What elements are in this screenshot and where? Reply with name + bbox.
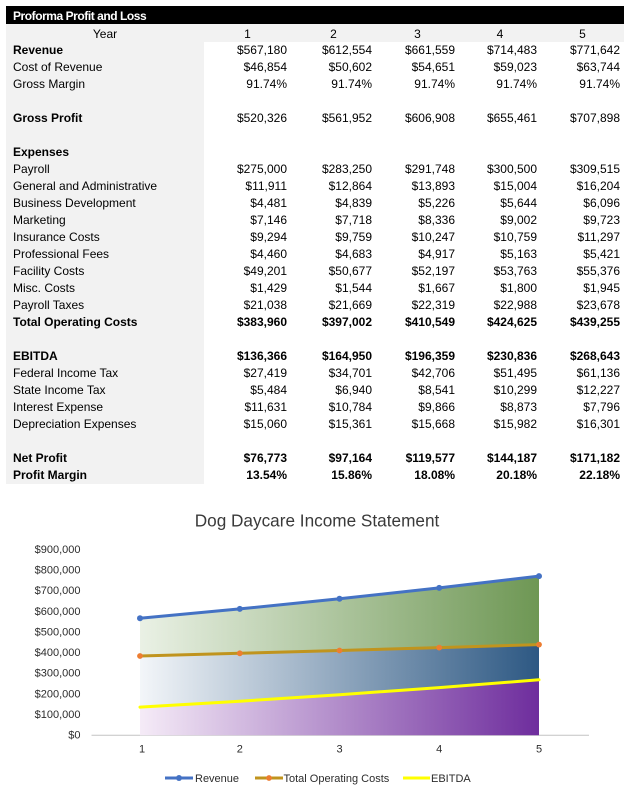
- svg-text:1: 1: [139, 743, 145, 755]
- svg-text:2: 2: [237, 743, 243, 755]
- svg-text:EBITDA: EBITDA: [431, 773, 471, 785]
- svg-text:3: 3: [336, 743, 342, 755]
- svg-text:$600,000: $600,000: [35, 606, 81, 618]
- svg-text:Total Operating Costs: Total Operating Costs: [284, 773, 390, 785]
- svg-text:$200,000: $200,000: [35, 688, 81, 700]
- svg-text:$500,000: $500,000: [35, 627, 81, 639]
- svg-text:$800,000: $800,000: [35, 565, 81, 577]
- svg-text:4: 4: [436, 743, 442, 755]
- svg-text:$0: $0: [68, 730, 80, 742]
- svg-text:$900,000: $900,000: [35, 544, 81, 556]
- svg-text:$300,000: $300,000: [35, 668, 81, 680]
- svg-text:$700,000: $700,000: [35, 585, 81, 597]
- svg-text:5: 5: [536, 743, 542, 755]
- svg-text:$400,000: $400,000: [35, 647, 81, 659]
- svg-text:Dog Daycare Income Statement: Dog Daycare Income Statement: [195, 511, 440, 531]
- svg-text:Revenue: Revenue: [195, 773, 239, 785]
- svg-text:$100,000: $100,000: [35, 709, 81, 721]
